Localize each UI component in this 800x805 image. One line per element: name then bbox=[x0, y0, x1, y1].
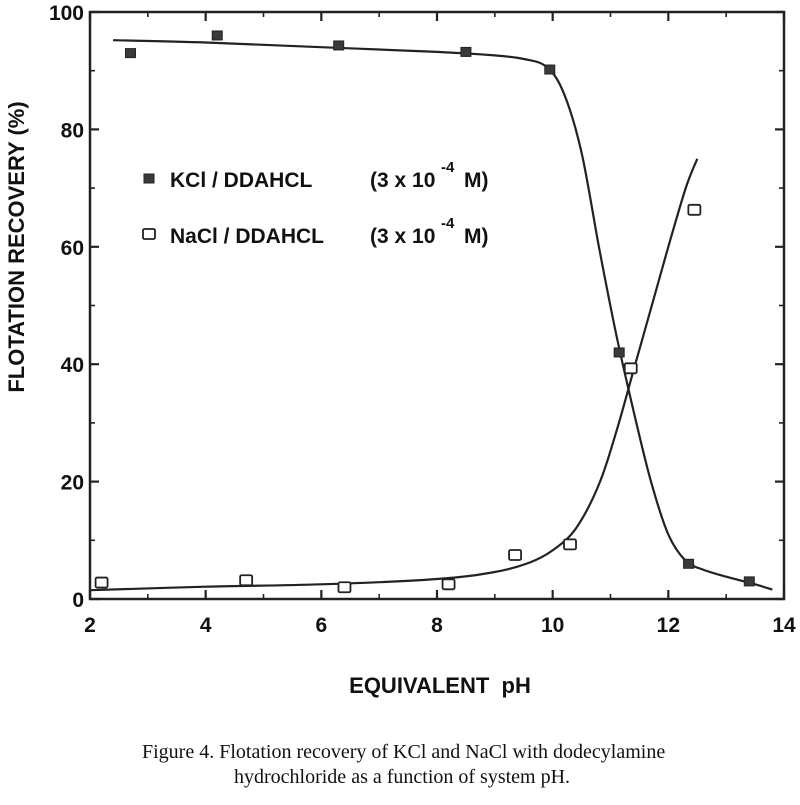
nacl-data-point bbox=[687, 203, 702, 216]
nacl-data-point bbox=[239, 574, 254, 587]
x-tick-label: 8 bbox=[431, 614, 443, 637]
nacl-legend-name: NaCl / DDAHCL bbox=[170, 225, 324, 248]
y-tick-label: 0 bbox=[72, 589, 84, 612]
kcl-data-point bbox=[124, 48, 136, 59]
y-tick-label: 100 bbox=[49, 2, 84, 25]
nacl-data-point bbox=[337, 581, 352, 594]
nacl-fit-curve bbox=[89, 158, 699, 592]
kcl-data-point bbox=[460, 46, 472, 57]
plot-area-border bbox=[88, 10, 786, 601]
x-tick-label: 4 bbox=[200, 614, 212, 637]
nacl-data-point bbox=[94, 576, 109, 589]
nacl-legend-exponent: -4 bbox=[441, 215, 455, 232]
kcl-legend-marker bbox=[143, 173, 155, 184]
y-tick-label: 80 bbox=[61, 119, 84, 142]
caption-line-1: Figure 4. Flotation recovery of KCl and … bbox=[142, 741, 666, 763]
nacl-legend-marker bbox=[142, 228, 156, 240]
axis-ticks: 2 4 6 8 10 12 14 0 20 40 60 80 100 bbox=[49, 2, 796, 637]
nacl-data-point bbox=[508, 549, 522, 561]
plot-frame bbox=[88, 10, 786, 601]
kcl-legend-exponent: -4 bbox=[441, 159, 455, 176]
nacl-data-point bbox=[623, 362, 638, 375]
nacl-legend-unit: M) bbox=[464, 225, 489, 248]
kcl-data-point bbox=[743, 576, 755, 587]
kcl-legend-unit: M) bbox=[464, 169, 489, 192]
kcl-legend-conc: (3 x 10 bbox=[370, 169, 435, 192]
caption-line-2: hydrochloride as a function of system pH… bbox=[234, 766, 571, 788]
x-tick-label: 14 bbox=[772, 614, 796, 637]
x-tick-label: 6 bbox=[315, 614, 327, 637]
x-tick-label: 10 bbox=[541, 614, 564, 637]
y-tick-label: 20 bbox=[61, 472, 84, 495]
kcl-data-point bbox=[211, 30, 223, 41]
y-tick-label: 60 bbox=[61, 237, 84, 260]
kcl-data-point bbox=[544, 64, 556, 75]
kcl-data-point bbox=[683, 558, 695, 569]
y-axis-title: FLOTATION RECOVERY (%) bbox=[4, 101, 29, 392]
kcl-data-point bbox=[333, 40, 345, 51]
nacl-data-point bbox=[563, 538, 577, 551]
flotation-chart: 2 4 6 8 10 12 14 0 20 40 60 80 100 KCl / DDAHCL (3 x … bbox=[4, 2, 796, 698]
nacl-data-point bbox=[441, 578, 456, 591]
nacl-legend-conc: (3 x 10 bbox=[370, 225, 435, 248]
kcl-legend-name: KCl / DDAHCL bbox=[170, 169, 312, 192]
kcl-fit-curve bbox=[113, 39, 773, 591]
legend: KCl / DDAHCL (3 x 10 -4 M) NaCl / DDAHCL (3 x… bbox=[142, 159, 489, 248]
x-tick-label: 2 bbox=[84, 614, 96, 637]
data-points bbox=[94, 30, 755, 594]
fit-curves bbox=[89, 39, 773, 592]
y-tick-label: 40 bbox=[61, 354, 84, 377]
x-tick-label: 12 bbox=[657, 614, 680, 637]
x-axis-title: EQUIVALENT pH bbox=[349, 673, 531, 698]
kcl-data-point bbox=[613, 347, 625, 358]
figure-caption: Figure 4. Flotation recovery of KCl and … bbox=[0, 740, 800, 790]
